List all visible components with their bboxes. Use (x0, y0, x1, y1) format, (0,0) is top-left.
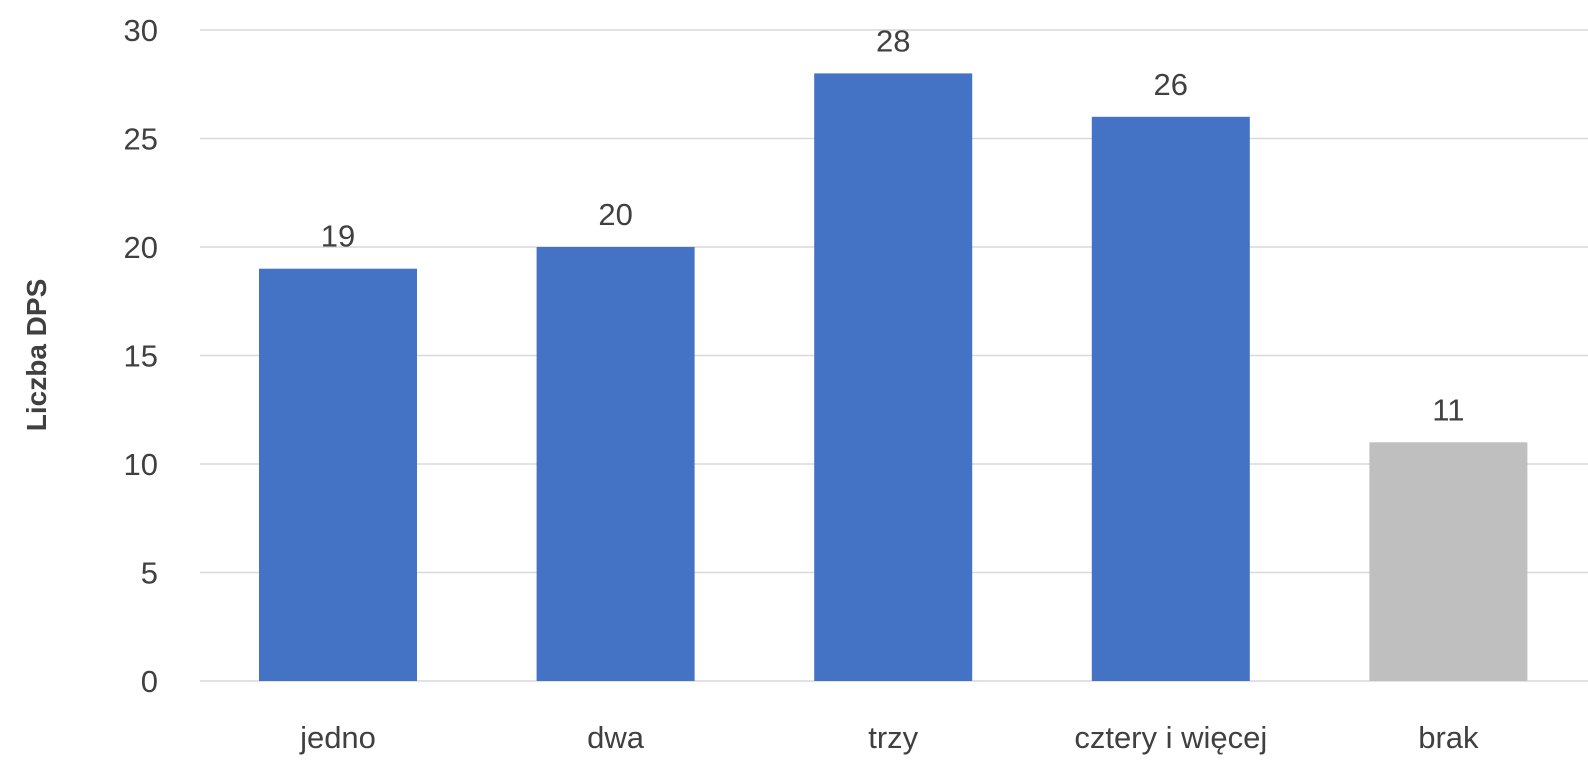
bar-trzy (814, 73, 973, 681)
y-tick-label: 0 (141, 664, 158, 699)
data-label: 26 (1154, 67, 1188, 102)
data-label: 19 (321, 219, 355, 254)
bar-jedno (259, 268, 417, 681)
bar-brak (1369, 442, 1528, 681)
bars (259, 73, 1528, 682)
y-tick-label: 5 (141, 556, 158, 591)
x-axis-ticks: jedno dwa trzy cztery i więcej brak (299, 720, 1479, 755)
x-tick-label: cztery i więcej (1074, 720, 1267, 755)
data-label: 11 (1432, 392, 1464, 427)
y-tick-label: 10 (124, 447, 158, 482)
y-tick-label: 20 (124, 230, 158, 265)
bar-dwa (536, 247, 695, 681)
data-label: 28 (876, 23, 910, 58)
bar-cztery-i-więcej (1091, 116, 1250, 682)
x-tick-label: dwa (587, 720, 645, 755)
y-tick-label: 25 (124, 122, 158, 157)
x-tick-label: brak (1418, 720, 1479, 755)
y-tick-label: 30 (124, 13, 158, 48)
data-labels: 19 20 28 26 11 (321, 23, 1465, 427)
y-tick-label: 15 (124, 339, 158, 374)
x-tick-label: jedno (299, 720, 376, 755)
y-axis-ticks: 0 5 10 15 20 25 30 (124, 13, 158, 699)
x-tick-label: trzy (868, 720, 918, 755)
data-label: 20 (598, 197, 632, 232)
y-axis-title: Liczba DPS (21, 279, 52, 431)
